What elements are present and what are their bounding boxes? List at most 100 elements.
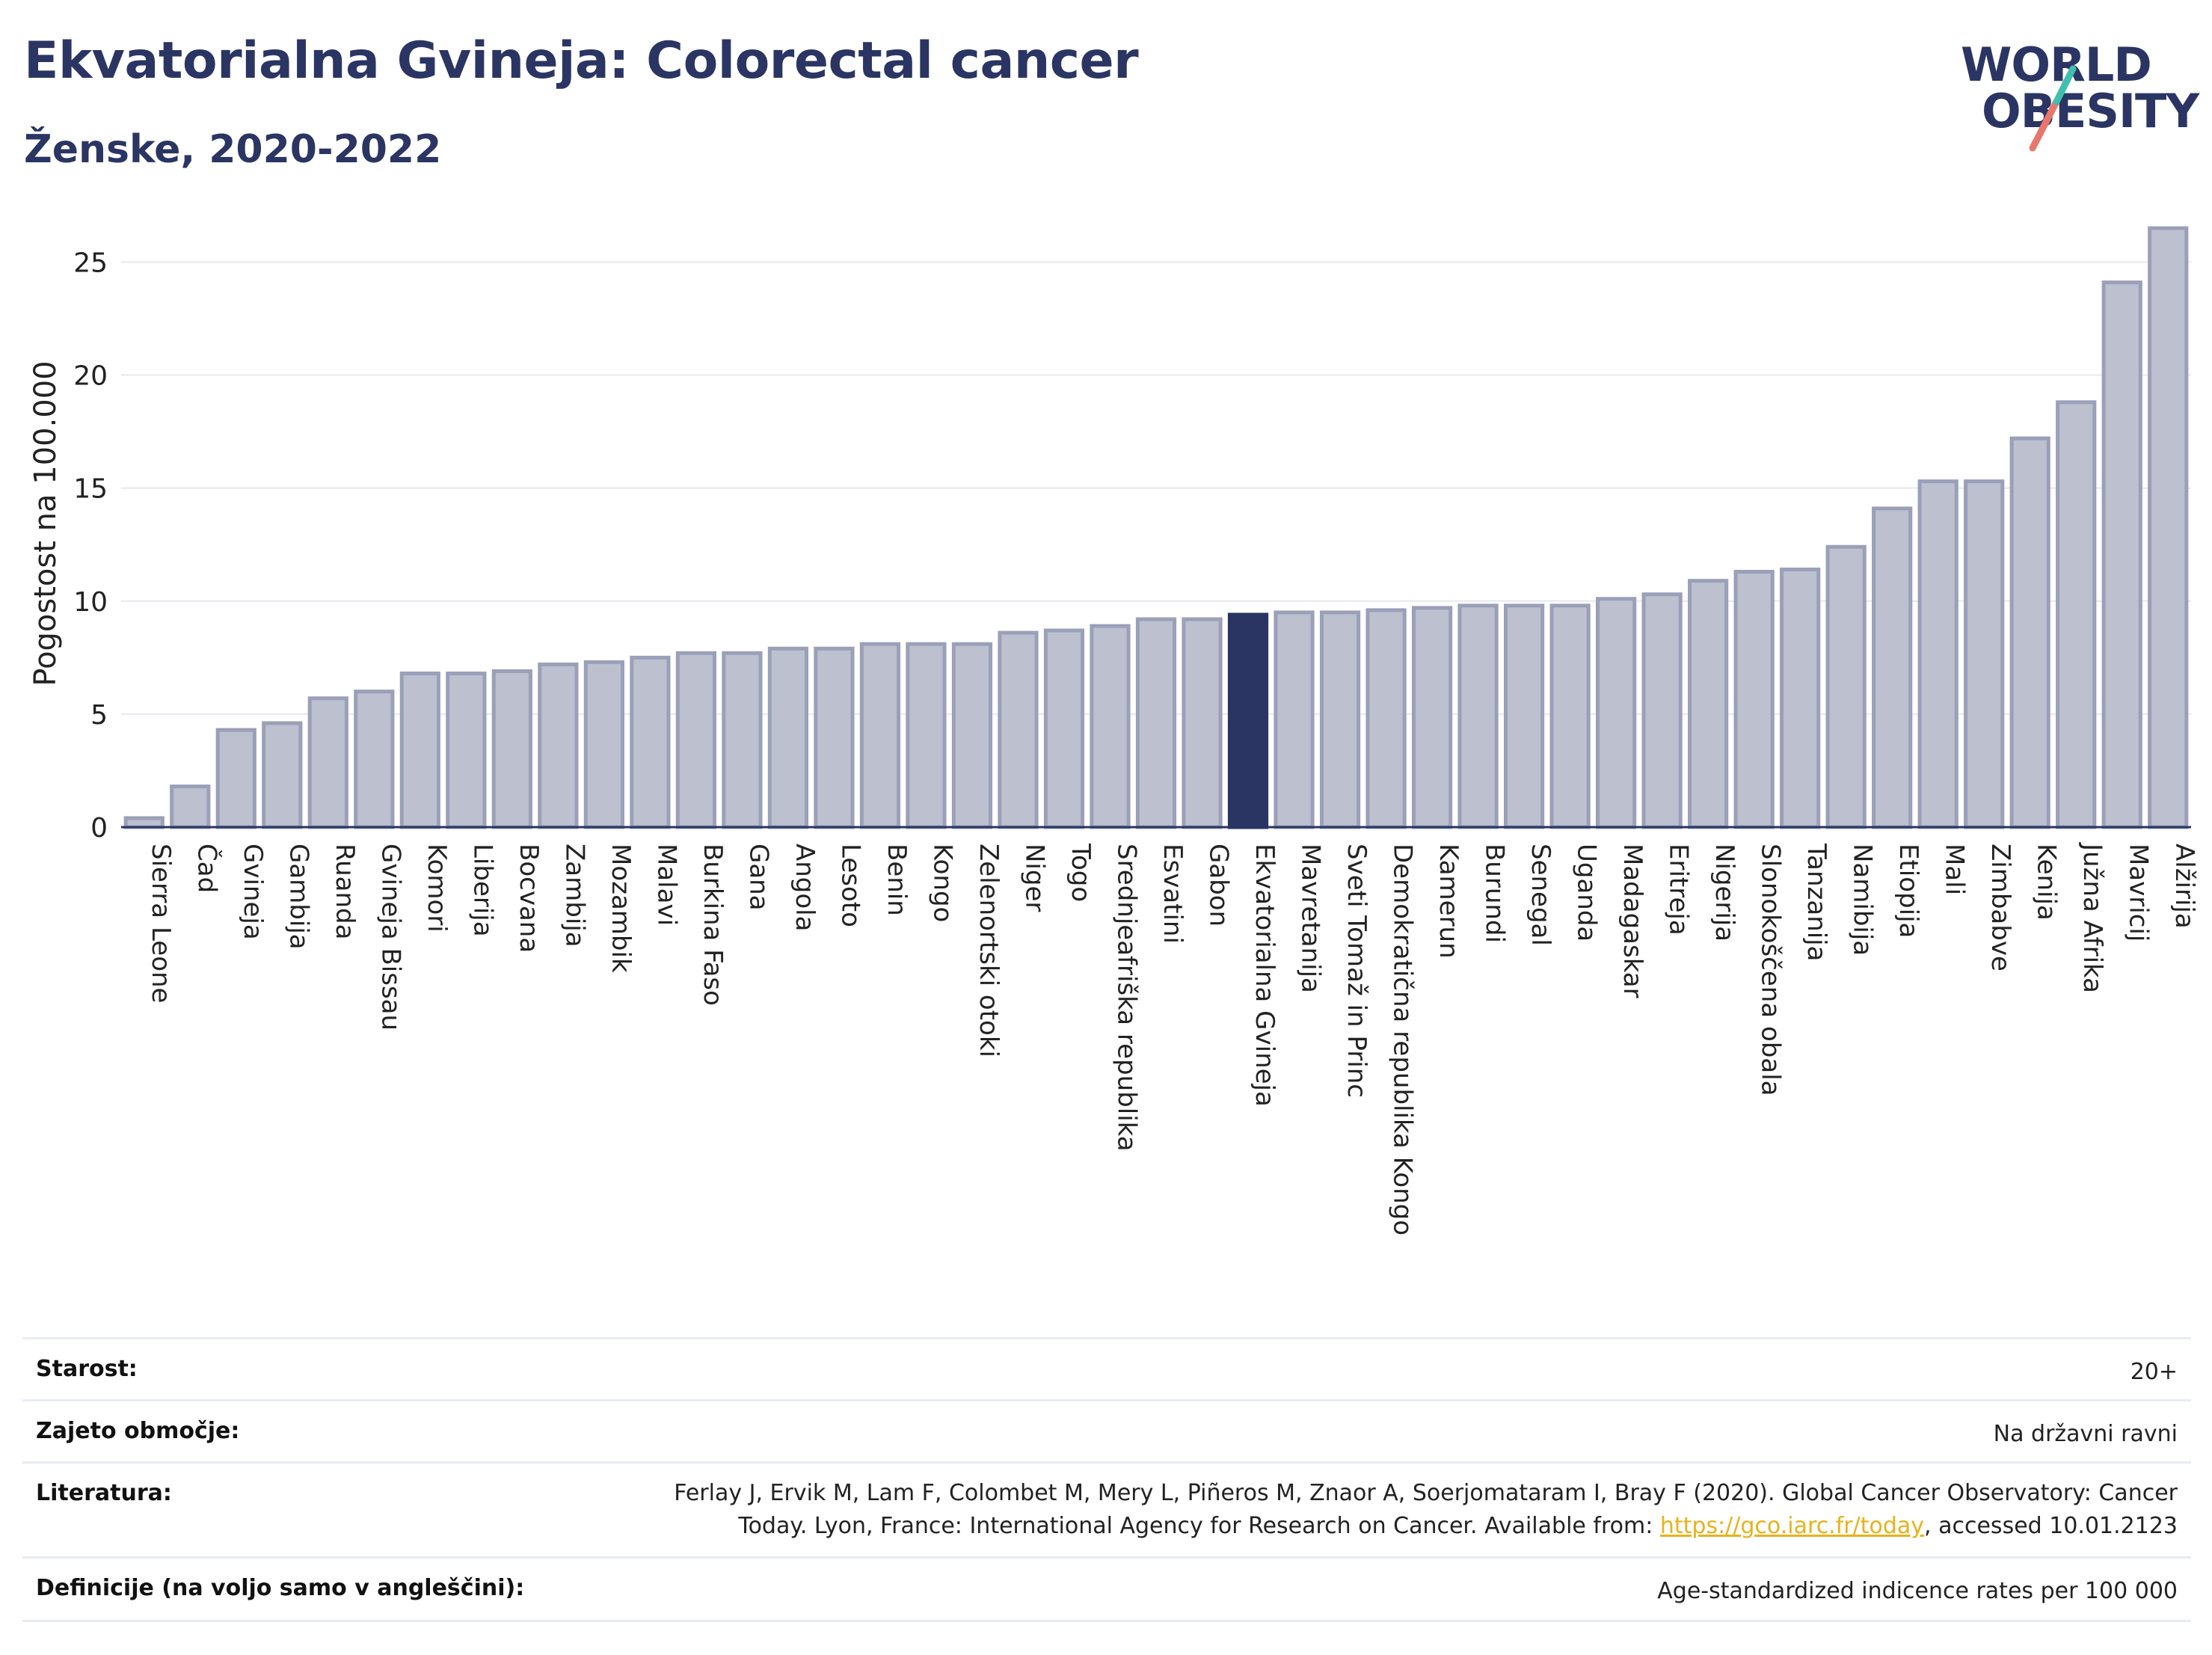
bar (1825, 544, 1867, 829)
x-axis-labels: Sierra Leone Čad Gvineja Gambija Ruanda Gvine… (146, 842, 2199, 1235)
bar (2056, 400, 2097, 829)
x-tick-label: Gabon (1204, 844, 1234, 927)
y-axis-ticks: 0 5 10 15 20 25 (73, 248, 108, 844)
chart-subtitle: Ženske, 2020-2022 (24, 127, 442, 172)
reference-accessed: , accessed 10.01.2123 (1924, 1513, 2178, 1539)
y-tick-label: 0 (90, 813, 108, 844)
bar (1917, 479, 1958, 829)
x-tick-label: Ekvatorialna Gvineja (1250, 844, 1279, 1107)
x-tick-label: Čad (191, 844, 222, 893)
y-tick-label: 20 (73, 361, 108, 392)
bar (215, 728, 256, 829)
x-tick-label: Burundi (1480, 844, 1510, 943)
bar (859, 642, 901, 829)
logo-text-line2: OBESITY (1982, 84, 2199, 138)
bar (1641, 592, 1683, 829)
x-tick-label: Slonokoščena obala (1756, 844, 1786, 1096)
bar (1733, 569, 1775, 829)
reference-value: Ferlay J, Ervik M, Lam F, Colombet M, Me… (607, 1477, 2178, 1543)
x-tick-label: Niger (1019, 844, 1049, 912)
bar (1503, 604, 1545, 829)
bar-highlighted (1227, 612, 1269, 829)
x-tick-label: Mozambik (606, 844, 636, 973)
bar (1780, 567, 1821, 829)
x-tick-label: Demokratična republika Kongo (1388, 844, 1418, 1235)
bar (1549, 604, 1591, 829)
footer-row-reference: Literatura: Ferlay J, Ervik M, Lam F, Co… (22, 1461, 2191, 1556)
bar (123, 816, 165, 829)
bar (1182, 617, 1223, 829)
world-obesity-logo: WORLD OBESITY (1944, 30, 2199, 165)
bar (2101, 280, 2142, 829)
x-tick-label: Etiopija (1893, 844, 1923, 938)
bar (1411, 606, 1453, 829)
x-tick-label: Tanzanija (1801, 843, 1831, 961)
reference-text: Ferlay J, Ervik M, Lam F, Colombet M, Me… (674, 1480, 2178, 1539)
x-tick-label: Togo (1066, 843, 1096, 902)
bar-chart: 0 5 10 15 20 25 Sierra Leone Čad Gvineja Gambija… (28, 226, 2199, 1235)
x-tick-label: Gvineja Bissau (375, 844, 405, 1031)
x-tick-label: Kongo (927, 844, 957, 922)
x-tick-label: Namibija (1848, 844, 1878, 956)
bar (722, 651, 763, 829)
x-tick-label: Esvatini (1158, 844, 1188, 944)
bar (630, 655, 671, 829)
x-tick-label: Sveti Tomaž in Princ (1342, 844, 1371, 1098)
x-tick-label: Gvineja (238, 844, 268, 940)
x-tick-label: Komori (422, 844, 452, 933)
bar (2009, 436, 2050, 829)
y-axis-label: Pogostost na 100.000 (28, 360, 63, 686)
x-tick-label: Malavi (651, 844, 681, 926)
bar (1043, 628, 1085, 829)
coverage-value: Na državni ravni (1993, 1421, 2178, 1447)
x-tick-label: Uganda (1572, 844, 1602, 942)
x-tick-label: Zelenortski otoki (974, 844, 1004, 1057)
bar (2148, 226, 2189, 829)
x-tick-label: Kamerun (1434, 844, 1463, 959)
bar (906, 642, 947, 829)
bar (1090, 624, 1131, 829)
x-tick-label: Južna Afrika (2077, 842, 2107, 993)
bar (307, 696, 348, 829)
age-value: 20+ (2130, 1359, 2178, 1385)
x-tick-label: Sierra Leone (146, 844, 176, 1003)
age-label: Starost: (36, 1356, 138, 1382)
bar (1365, 608, 1407, 829)
footer-row-age: Starost: 20+ (22, 1337, 2191, 1399)
x-tick-label: Ruanda (330, 844, 360, 939)
footer-table: Starost: 20+ Zajeto območje: Na državni … (22, 1337, 2191, 1622)
x-tick-label: Benin (882, 844, 912, 916)
x-tick-label: Burkina Faso (698, 844, 728, 1006)
bar (1319, 610, 1361, 829)
x-tick-label: Bocvana (514, 844, 544, 953)
bar (1688, 579, 1729, 829)
bar (998, 630, 1039, 829)
y-tick-label: 5 (90, 700, 108, 731)
chart-title: Ekvatorialna Gvineja: Colorectal cancer (24, 31, 1139, 90)
x-tick-label: Zimbabve (1985, 844, 2015, 971)
bar (1457, 604, 1499, 829)
bar (814, 646, 855, 829)
bar (675, 651, 716, 829)
logo-text-line1: WORLD (1961, 37, 2152, 92)
bar (170, 784, 211, 829)
bar (951, 642, 993, 829)
x-tick-label: Gana (743, 844, 773, 911)
bar (1596, 597, 1637, 829)
x-tick-label: Nigerija (1709, 844, 1739, 942)
x-tick-label: Zambija (559, 844, 589, 948)
bar (491, 669, 532, 829)
bar (1274, 610, 1315, 829)
x-tick-label: Alžirija (2169, 844, 2199, 929)
bar (354, 690, 395, 829)
reference-link[interactable]: https://gco.iarc.fr/today (1659, 1513, 1925, 1539)
definitions-value: Age-standardized indicence rates per 100… (1657, 1578, 2178, 1604)
x-tick-label: Senegal (1526, 844, 1555, 946)
logo-slash-icon (2029, 65, 2077, 152)
x-tick-label: Liberija (467, 844, 497, 937)
bar (399, 671, 440, 829)
coverage-label: Zajeto območje: (36, 1418, 240, 1444)
bar (446, 671, 487, 829)
bar (1964, 479, 2005, 829)
bar (1872, 506, 1913, 829)
